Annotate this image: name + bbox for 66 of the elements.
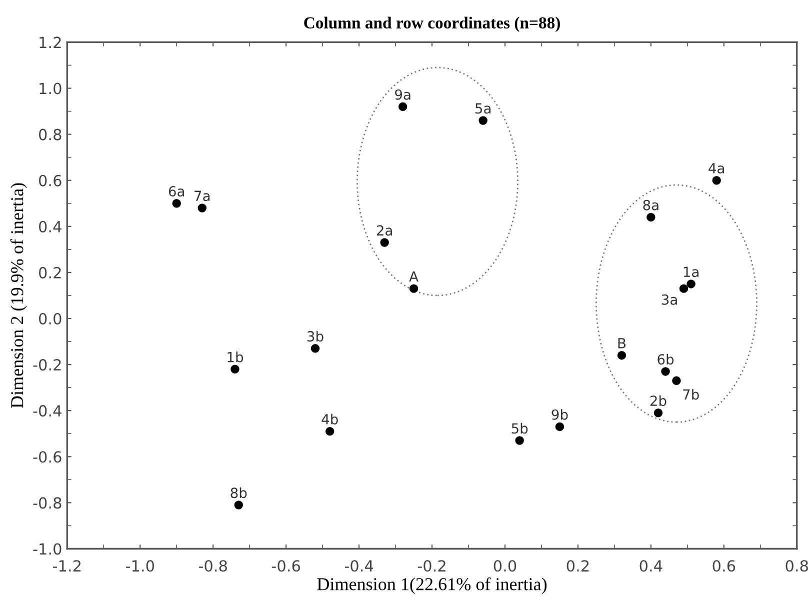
- point: [230, 364, 240, 374]
- point: [712, 176, 721, 185]
- x-tick-label: -0.4: [344, 560, 374, 572]
- point: [515, 436, 524, 445]
- annotation: 7b: [683, 388, 699, 400]
- point: [661, 367, 670, 376]
- point: [398, 102, 408, 112]
- point: [325, 426, 334, 436]
- annotation: 6b: [658, 354, 674, 365]
- y-tick-label: 0.2: [38, 266, 61, 278]
- annotation: 2b: [650, 395, 666, 406]
- annotation: 9b: [552, 409, 568, 420]
- y-tick-label: 0.8: [38, 128, 62, 140]
- point: [686, 280, 696, 288]
- x-tick-label: -1.0: [126, 560, 154, 572]
- annotation: 9a: [395, 89, 410, 100]
- point: [310, 344, 320, 353]
- y-tick-label: -0.8: [33, 497, 62, 509]
- x-tick-label: 0.4: [640, 560, 662, 572]
- y-axis-title: Dimension 2 (19.9% of inertia): [10, 183, 27, 408]
- y-tick-label: 0.6: [38, 174, 62, 186]
- y-tick-label: 0.4: [38, 220, 62, 232]
- y-tick-label: -0.4: [33, 405, 62, 417]
- x-tick-label: -1.2: [52, 560, 81, 572]
- y-tick-label: -0.2: [33, 359, 61, 371]
- point: [380, 238, 389, 247]
- point: [617, 350, 626, 360]
- annotation: 2a: [376, 225, 392, 236]
- annotation: 5b: [512, 422, 528, 434]
- y-tick-label: -0.6: [33, 451, 62, 463]
- annotation: 1a: [684, 266, 698, 278]
- annotation: 1b: [228, 352, 244, 362]
- point: [555, 422, 564, 432]
- point: [646, 212, 656, 222]
- y-tick-label: 1.0: [40, 82, 62, 94]
- x-tick-label: 0.0: [494, 560, 516, 572]
- x-axis-title: Dimension 1(22.61% of inertia): [317, 577, 547, 594]
- x-tick-label: -0.2: [418, 560, 446, 572]
- point: [679, 284, 688, 293]
- annotation: 4b: [322, 414, 338, 424]
- annotation: 8b: [230, 487, 247, 498]
- y-tick-label: 0.0: [38, 312, 62, 325]
- annotation: 4a: [708, 163, 724, 174]
- y-tick-label: -1.0: [33, 543, 62, 555]
- point: [654, 408, 663, 418]
- annotation: 3b: [307, 330, 324, 342]
- annotation: A: [409, 271, 418, 282]
- x-tick-label: 0.6: [712, 560, 736, 572]
- x-tick-label: 0.2: [566, 560, 589, 572]
- point: [172, 199, 181, 208]
- annotation: 6a: [168, 186, 184, 197]
- annotation: 8a: [643, 200, 658, 210]
- point: [198, 204, 207, 212]
- annotation: B: [618, 338, 626, 348]
- annotation: 3a: [662, 294, 677, 305]
- annotation: 5a: [475, 103, 490, 114]
- chart-title: Column and row coordinates (n=88): [304, 16, 560, 32]
- annotation: 7a: [194, 190, 210, 202]
- x-tick-label: 0.8: [786, 560, 808, 572]
- x-tick-label: -0.8: [198, 560, 227, 572]
- point: [234, 500, 243, 510]
- point: [672, 376, 681, 386]
- point: [478, 116, 488, 125]
- x-tick-label: -0.6: [272, 560, 300, 572]
- point: [409, 284, 418, 293]
- y-tick-label: 1.2: [40, 36, 61, 48]
